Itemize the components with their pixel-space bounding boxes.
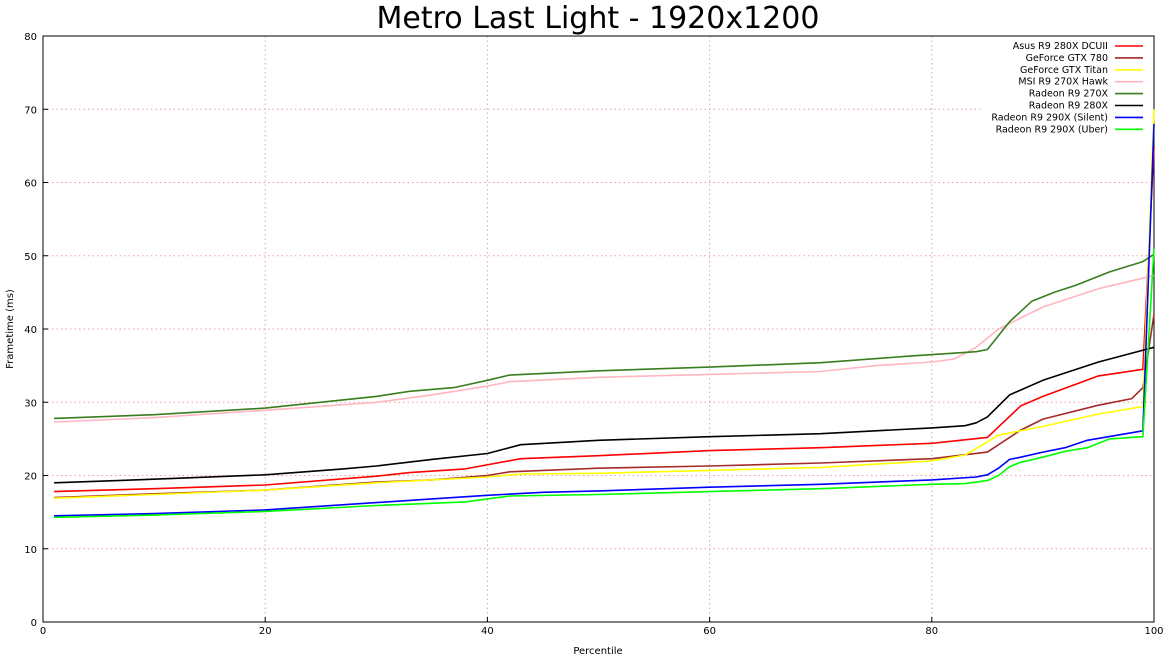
- legend-label: MSI R9 270X Hawk: [1018, 77, 1108, 88]
- chart-title: Metro Last Light - 1920x1200: [377, 1, 820, 36]
- axis-ticks: 0 20 40 60 80 100 0 10 20 30 40 50 60 70 80: [24, 32, 1163, 637]
- legend-label: Radeon R9 280X: [1029, 101, 1109, 112]
- legend-label: GeForce GTX 780: [1026, 53, 1108, 64]
- x-tick-label: 100: [1144, 626, 1163, 637]
- y-tick-label: 30: [24, 398, 37, 409]
- x-axis-label: Percentile: [573, 646, 622, 657]
- x-tick-label: 0: [40, 626, 46, 637]
- legend-label: Radeon R9 290X (Uber): [996, 124, 1108, 135]
- x-tick-label: 80: [925, 626, 938, 637]
- y-tick-label: 10: [24, 545, 37, 556]
- x-tick-label: 20: [259, 626, 272, 637]
- series-line-6: [54, 346, 1155, 484]
- series-line-5: [54, 253, 1155, 420]
- legend-label: Radeon R9 270X: [1029, 89, 1109, 100]
- grid: [43, 36, 1154, 622]
- y-tick-label: 20: [24, 472, 37, 483]
- legend-label: Radeon R9 290X (Silent): [991, 112, 1108, 123]
- legend-label: Asus R9 280X DCUII: [1013, 41, 1108, 52]
- x-tick-label: 40: [481, 626, 494, 637]
- series-line-8: [54, 248, 1155, 519]
- x-tick-label: 60: [703, 626, 716, 637]
- y-tick-label: 70: [24, 105, 37, 116]
- y-tick-label: 50: [24, 252, 37, 263]
- series-line-7: [54, 123, 1155, 517]
- y-tick-label: 0: [31, 618, 37, 629]
- series-line-4: [54, 274, 1155, 423]
- legend-label: GeForce GTX Titan: [1020, 65, 1108, 76]
- y-tick-label: 40: [24, 325, 37, 336]
- series-lines: [54, 109, 1155, 519]
- series-line-1: [54, 145, 1155, 493]
- y-tick-label: 60: [24, 179, 37, 190]
- y-tick-label: 80: [24, 32, 37, 43]
- y-axis-label: Frametime (ms): [5, 289, 16, 369]
- series-line-2: [54, 314, 1155, 499]
- series-line-3: [54, 109, 1155, 499]
